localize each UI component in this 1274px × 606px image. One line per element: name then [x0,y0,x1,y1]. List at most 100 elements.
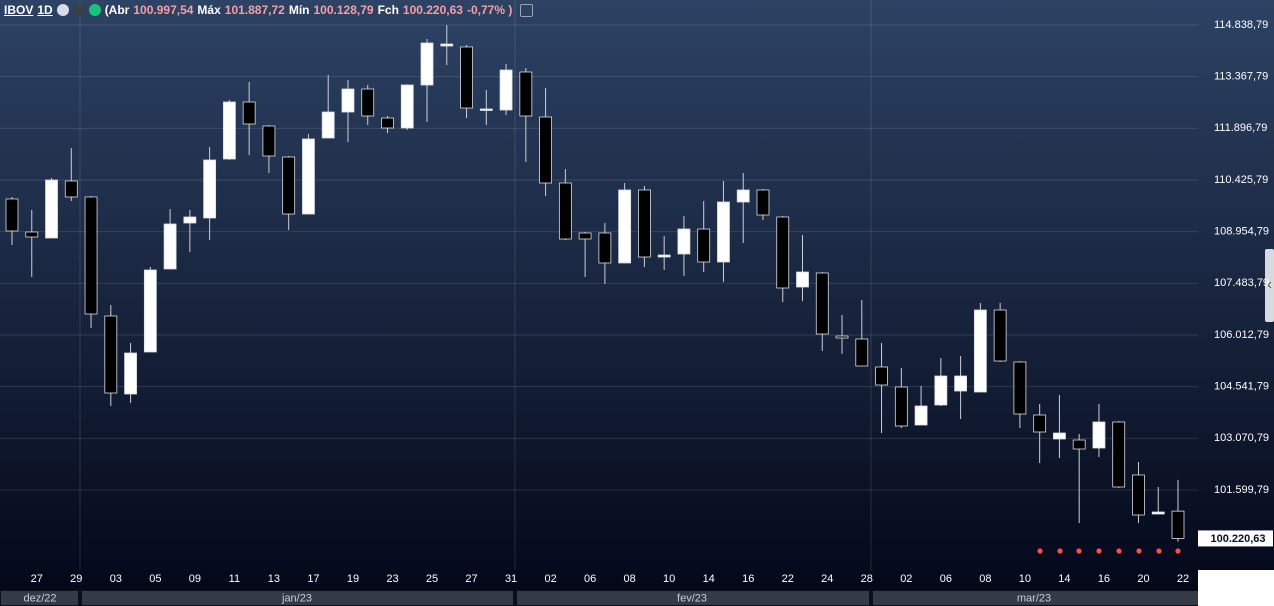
y-tick-label: 103.070,79 [1214,432,1269,444]
x-tick-label: 08 [624,573,636,585]
x-tick-label: 19 [347,573,359,585]
candle-body [894,386,908,427]
candle-body [479,108,493,111]
candle-body [45,179,58,239]
x-tick-label: 22 [1177,573,1189,585]
candle-body [381,117,394,129]
x-tick-label: 09 [189,573,201,585]
candle-body [242,101,256,125]
add-button[interactable] [520,3,534,17]
candle-body [638,189,651,258]
candle-body [855,338,869,367]
candle-body [934,375,948,406]
last-price-label: 100.220,63 [1210,533,1265,545]
y-tick-label: 108.954,79 [1214,226,1269,238]
header: IBOV 1D (Abr 100.997,54 Máx 101.887,72 M… [4,2,534,18]
x-tick-label: 29 [70,573,82,585]
x-tick-label: 10 [663,573,675,585]
x-tick-label: 16 [1098,573,1110,585]
signal-dots [1037,548,1181,554]
side-tab-arrow [1267,281,1272,289]
month-band [82,591,513,605]
candle-body [440,43,454,47]
candle-body [1112,421,1126,488]
candle-body [973,309,987,393]
x-tick-label: 23 [386,573,398,585]
candle-body [677,228,691,255]
candle-body [5,198,19,232]
candle-body [993,309,1007,362]
x-tick-label: 02 [900,573,912,585]
candle-body [361,88,375,117]
candle-body [341,88,355,113]
candle-body [796,271,809,288]
interval[interactable]: 1D [37,3,53,17]
side-tab[interactable] [1265,249,1274,322]
ohlc-value: 100.128,79 [313,3,374,17]
month-band [873,591,1198,605]
month-band [517,591,869,605]
candle-body [282,156,296,215]
month-band [1,591,78,605]
candle-body [736,189,750,203]
plot-background [0,0,1274,590]
candle-body [64,180,78,198]
candle-body [104,315,118,394]
x-tick-label: 16 [742,573,754,585]
candle-body [460,46,473,109]
month-label: dez/22 [23,592,56,604]
x-tick-label: 06 [584,573,596,585]
symbol[interactable]: IBOV [4,3,34,17]
candle-body [1132,474,1145,516]
candle-body [302,138,315,215]
y-tick-label: 106.012,79 [1214,329,1269,341]
candle-body [420,42,434,86]
x-tick-label: 06 [940,573,952,585]
candle-body [519,71,533,117]
arrow-icon[interactable] [72,4,85,16]
candle-body [954,375,968,392]
y-tick-label: 101.599,79 [1214,484,1269,496]
candle-body [124,352,137,395]
candle-body [321,111,335,139]
month-label: fev/23 [677,592,707,604]
candle-body [1013,361,1027,415]
candle-body [697,228,711,263]
candle-body [618,189,632,264]
x-tick-label: 20 [1137,573,1149,585]
y-tick-label: 111.896,79 [1214,122,1267,134]
ohlc-label: (Abr [104,3,130,17]
ohlc-value: 100.997,54 [133,3,194,17]
y-tick-label: 104.541,79 [1214,381,1269,393]
ohlc-label: Fch [377,3,399,17]
x-tick-label: 11 [229,573,240,585]
candle-body [183,216,197,224]
candle-body [815,272,829,335]
candle-body [84,196,98,315]
candle-body [203,159,217,219]
candle-body [914,405,928,426]
x-tick-label: 08 [979,573,991,585]
x-tick-label: 28 [861,573,873,585]
last-price-box [1198,530,1273,547]
settings-icon[interactable] [56,4,69,16]
change: -0,77% ) [466,3,513,17]
y-tick-label: 113.367,79 [1214,71,1268,83]
ohlc-value: 101.887,72 [224,3,285,17]
x-tick-label: 27 [31,573,43,585]
month-label: mar/23 [1017,592,1051,604]
candle-body [558,182,572,240]
y-tick-label: 110.425,79 [1214,174,1268,186]
candle-body [25,231,39,238]
candle-body [163,223,177,270]
x-tick-label: 02 [544,573,556,585]
candle-body [1072,439,1086,450]
ohlc-label: Mín [288,3,310,17]
candle-body [657,254,671,258]
status-icon [88,4,101,16]
candle-body [598,232,612,264]
candle-body [1171,510,1185,539]
x-tick-label: 17 [307,573,319,585]
